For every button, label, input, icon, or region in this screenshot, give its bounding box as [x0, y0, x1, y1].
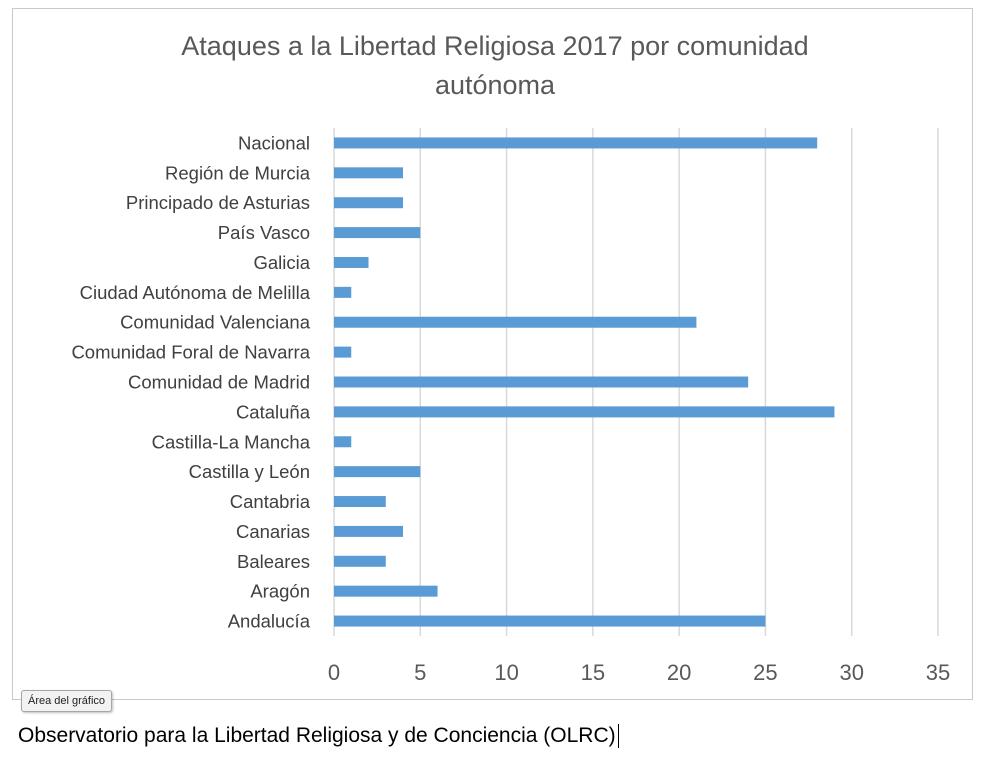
x-tick-label: 0	[328, 660, 340, 685]
category-labels: Andalucía Aragón Baleares Canarias Cantabria…	[71, 132, 310, 631]
chart-title-line: autónoma	[435, 70, 556, 100]
category-label: Cantabria	[230, 491, 311, 512]
x-tick-label: 25	[753, 660, 777, 685]
category-label: Castilla-La Mancha	[152, 431, 311, 452]
bar	[334, 466, 421, 478]
category-label: Cataluña	[236, 401, 311, 422]
chart-title-line: Ataques a la Libertad Religiosa 2017 por…	[181, 31, 808, 61]
category-label: Comunidad Valenciana	[120, 312, 311, 333]
bar	[334, 346, 352, 358]
bar	[334, 197, 404, 209]
category-label: Aragón	[250, 581, 310, 602]
x-tick-label: 15	[581, 660, 605, 685]
category-label: Canarias	[236, 521, 310, 542]
chart-area[interactable]	[12, 8, 973, 700]
x-tick-label: 20	[667, 660, 691, 685]
category-label: Comunidad de Madrid	[128, 372, 310, 393]
caption-text[interactable]: Observatorio para la Libertad Religiosa …	[18, 724, 619, 749]
bar	[334, 256, 369, 268]
x-tick-label: 35	[926, 660, 950, 685]
caption-label: Observatorio para la Libertad Religiosa …	[18, 724, 616, 747]
category-label: Baleares	[237, 551, 310, 572]
bar	[334, 496, 386, 508]
bar	[334, 525, 404, 537]
bar	[334, 227, 421, 239]
x-tick-label: 10	[494, 660, 518, 685]
category-label: Principado de Asturias	[126, 192, 310, 213]
category-label: Nacional	[238, 132, 310, 153]
category-label: País Vasco	[218, 222, 310, 243]
category-label: Ciudad Autónoma de Melilla	[80, 282, 311, 303]
bar	[334, 406, 835, 418]
chart-area-tooltip: Área del gráfico	[21, 690, 113, 712]
bar	[334, 555, 386, 567]
bar	[334, 615, 766, 627]
bar	[334, 436, 352, 448]
category-label: Región de Murcia	[165, 162, 311, 183]
text-cursor	[617, 724, 619, 749]
category-label: Castilla y León	[189, 461, 310, 482]
bar	[334, 137, 818, 149]
bars	[334, 137, 835, 627]
x-tick-label: 5	[414, 660, 426, 685]
bar	[334, 376, 749, 388]
x-tick-labels: 0 5 10 15 20 25 30 35	[328, 660, 950, 685]
bar	[334, 585, 438, 597]
category-label: Comunidad Foral de Navarra	[71, 342, 310, 363]
bar	[334, 316, 697, 328]
category-label: Galicia	[253, 252, 310, 273]
bar	[334, 167, 404, 179]
category-label: Andalucía	[228, 611, 311, 632]
chart-title: Ataques a la Libertad Religiosa 2017 por…	[181, 31, 808, 100]
bar	[334, 286, 352, 298]
x-tick-label: 30	[839, 660, 863, 685]
